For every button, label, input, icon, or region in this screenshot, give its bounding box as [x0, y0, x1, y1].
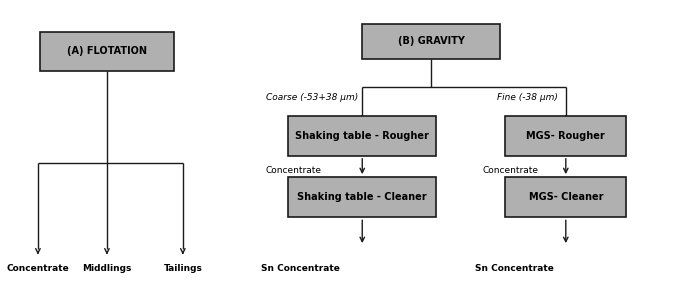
- FancyBboxPatch shape: [505, 177, 627, 217]
- Text: Coarse (-53+38 μm): Coarse (-53+38 μm): [266, 93, 358, 102]
- FancyBboxPatch shape: [39, 32, 174, 71]
- Text: Concentrate: Concentrate: [266, 166, 322, 175]
- Text: Fine (-38 μm): Fine (-38 μm): [497, 93, 558, 102]
- Text: Shaking table - Cleaner: Shaking table - Cleaner: [297, 192, 427, 202]
- FancyBboxPatch shape: [505, 116, 627, 156]
- FancyBboxPatch shape: [288, 177, 437, 217]
- Text: Shaking table - Rougher: Shaking table - Rougher: [295, 131, 429, 141]
- Text: Concentrate: Concentrate: [483, 166, 539, 175]
- FancyBboxPatch shape: [362, 24, 500, 59]
- Text: (A) FLOTATION: (A) FLOTATION: [67, 47, 147, 56]
- Text: Sn Concentrate: Sn Concentrate: [475, 264, 553, 273]
- Text: Concentrate: Concentrate: [7, 264, 69, 273]
- FancyBboxPatch shape: [288, 116, 437, 156]
- Text: Sn Concentrate: Sn Concentrate: [261, 264, 339, 273]
- Text: Middlings: Middlings: [82, 264, 132, 273]
- Text: (B) GRAVITY: (B) GRAVITY: [398, 37, 464, 46]
- Text: MGS- Rougher: MGS- Rougher: [526, 131, 605, 141]
- Text: Tailings: Tailings: [164, 264, 202, 273]
- Text: MGS- Cleaner: MGS- Cleaner: [529, 192, 603, 202]
